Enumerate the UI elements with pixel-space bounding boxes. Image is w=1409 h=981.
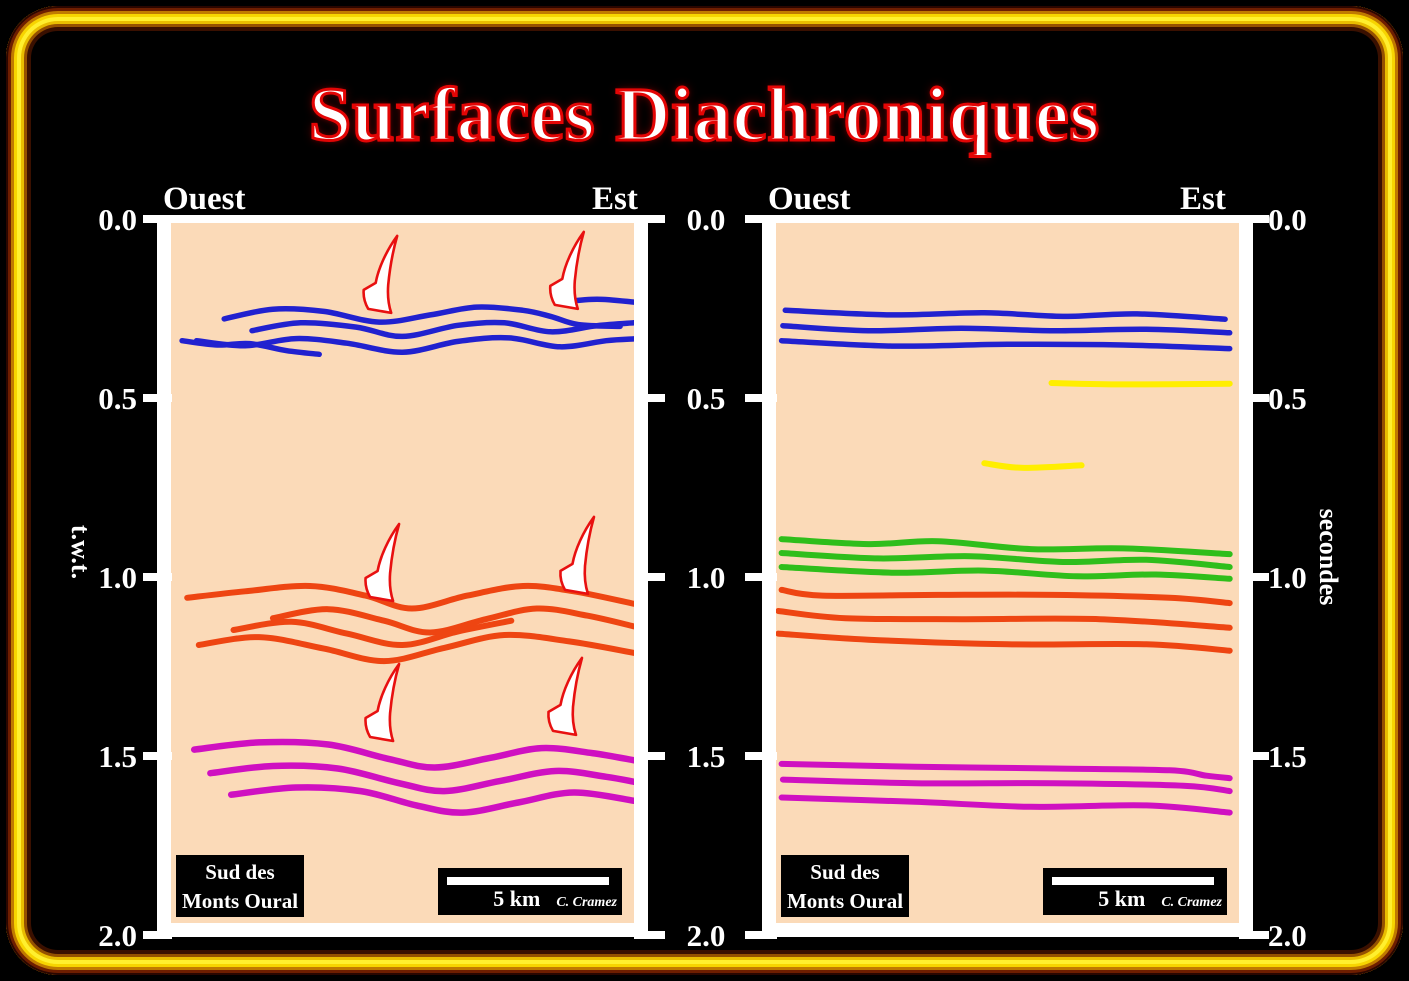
left-location-box: Sud des Monts Oural	[176, 855, 304, 917]
horizon-green	[778, 536, 1233, 558]
tick-mark	[745, 394, 777, 402]
tick-mark	[634, 931, 665, 939]
horizon-yellow	[981, 460, 1085, 471]
horizon-green	[778, 564, 1233, 582]
tick-mark	[1239, 573, 1269, 581]
tick-mark	[143, 394, 172, 402]
right-panel-east-label: Est	[1180, 181, 1226, 217]
tick-mark	[143, 215, 172, 223]
scale-distance-label: 5 km	[493, 886, 541, 911]
horizon-blue	[249, 319, 634, 340]
horizon-orange	[195, 631, 634, 665]
horizon-blue	[221, 304, 623, 330]
horizon-green	[778, 550, 1233, 570]
tick-label: 0.5	[1268, 381, 1307, 416]
tick-mark	[143, 752, 172, 760]
tick-label: 2.0	[98, 918, 137, 953]
tick-label: 0.0	[1268, 202, 1307, 237]
author-credit: C. Cramez	[556, 895, 617, 910]
down-arrow-icon	[548, 230, 586, 311]
scale-distance-label: 5 km	[1098, 886, 1146, 911]
tick-mark	[143, 573, 172, 581]
horizon-blue	[179, 337, 322, 358]
tick-mark	[634, 752, 665, 760]
horizon-magenta	[779, 776, 1233, 795]
down-arrow-icon	[364, 662, 401, 743]
horizon-orange	[778, 586, 1233, 607]
scale-bar	[447, 877, 609, 885]
horizon-magenta	[778, 794, 1233, 816]
scale-bar	[1052, 877, 1214, 885]
tick-mark	[1239, 931, 1269, 939]
horizon-orange	[776, 608, 1233, 631]
down-arrow-icon	[559, 515, 596, 596]
down-arrow-icon	[362, 234, 399, 315]
left-panel-west-label: Ouest	[163, 181, 246, 217]
horizon-blue	[780, 322, 1233, 336]
figure-title: Surfaces Diachroniques	[307, 72, 1101, 159]
down-arrow-icon	[547, 656, 584, 737]
tick-mark	[143, 931, 172, 939]
tick-mark	[1239, 215, 1269, 223]
tick-mark	[634, 394, 665, 402]
tick-mark	[745, 573, 777, 581]
tick-label: 1.0	[98, 560, 137, 595]
tick-label: 1.5	[1268, 739, 1307, 774]
horizon-blue	[778, 337, 1233, 352]
location-line2: Monts Oural	[786, 889, 904, 914]
horizon-orange	[184, 582, 634, 612]
horizon-blue	[193, 334, 634, 355]
tick-mark	[1239, 394, 1269, 402]
horizon-orange	[230, 617, 515, 649]
down-arrow-icon	[364, 522, 401, 603]
location-line1: Sud des	[205, 860, 275, 884]
tick-label: 1.5	[98, 739, 137, 774]
right-scale-box: 5 km C. Cramez	[1043, 868, 1227, 915]
horizon-yellow	[1048, 380, 1233, 388]
left-scale-box: 5 km C. Cramez	[438, 868, 622, 915]
tick-mark	[1239, 752, 1269, 760]
tick-label: 0.0	[98, 202, 137, 237]
tick-label: 0.5	[686, 381, 726, 416]
location-line2: Monts Oural	[181, 889, 299, 914]
location-line1: Sud des	[810, 860, 880, 884]
horizon-magenta	[207, 762, 634, 795]
right-panel-horizons	[776, 307, 1233, 816]
tick-label: 1.0	[1268, 560, 1307, 595]
right-panel-west-label: Ouest	[768, 181, 851, 217]
tick-mark	[745, 931, 777, 939]
horizon-magenta	[227, 784, 634, 816]
tick-label: 0.0	[686, 202, 726, 237]
tick-mark	[745, 752, 777, 760]
horizon-magenta	[190, 738, 634, 771]
tick-label: 1.5	[686, 739, 726, 774]
author-credit: C. Cramez	[1161, 895, 1222, 910]
horizon-orange	[776, 630, 1233, 654]
left-panel-horizons	[179, 230, 634, 816]
horizon-magenta	[778, 760, 1233, 782]
tick-label: 0.5	[98, 381, 137, 416]
tick-mark	[634, 215, 665, 223]
left-panel-east-label: Est	[592, 181, 638, 217]
tick-mark	[745, 215, 777, 223]
tick-mark	[634, 573, 665, 581]
tick-label: 2.0	[1268, 918, 1307, 953]
tick-label: 2.0	[686, 918, 726, 953]
horizon-blue	[782, 307, 1228, 322]
right-location-box: Sud des Monts Oural	[781, 855, 909, 917]
horizon-orange	[269, 605, 634, 636]
tick-label: 1.0	[686, 560, 726, 595]
